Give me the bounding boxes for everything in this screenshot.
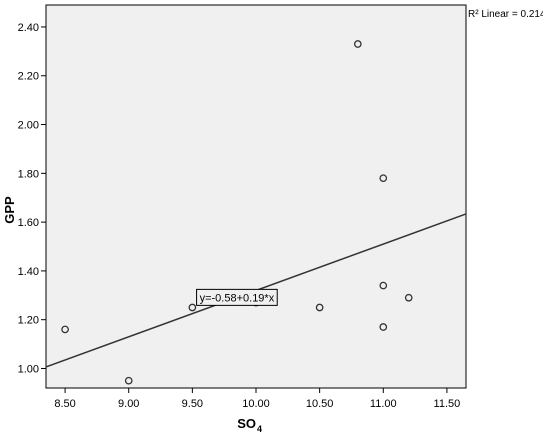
y-tick-label: 1.00: [18, 363, 39, 375]
data-point: [379, 281, 388, 290]
data-point: [315, 303, 324, 312]
y-tick-label: 1.40: [18, 266, 39, 278]
x-tick-label: 10.50: [306, 398, 334, 410]
y-tick-label: 2.00: [18, 120, 39, 132]
x-tick-label: 8.50: [54, 398, 75, 410]
data-point: [124, 376, 133, 385]
r2-label: R² Linear = 0.214: [468, 9, 543, 20]
equation-label: y=-0.58+0.19*x: [200, 292, 275, 304]
y-tick-label: 1.80: [18, 168, 39, 180]
plot-area: [45, 4, 467, 389]
data-point: [379, 174, 388, 183]
data-point: [353, 40, 362, 48]
y-tick-label: 1.60: [18, 217, 39, 229]
y-axis-title: GPP: [2, 196, 17, 224]
y-tick-label: 1.20: [18, 315, 39, 327]
x-axis-title-subscript: 4: [257, 424, 262, 434]
x-tick-label: 9.00: [118, 398, 139, 410]
x-axis-ticks: 8.50 9.00 9.50 10.00 10.50 11.00 11.50: [54, 388, 460, 410]
y-tick-label: 2.40: [18, 22, 39, 34]
x-tick-label: 10.00: [242, 398, 270, 410]
data-point: [188, 303, 197, 312]
y-axis-ticks: 1.00 1.20 1.40 1.60 1.80 2.00 2.20 2.40: [18, 22, 46, 375]
x-axis-title: SO: [237, 416, 256, 431]
x-tick-label: 11.50: [434, 398, 461, 410]
equation-box: [196, 288, 278, 306]
x-tick-label: 9.50: [182, 398, 203, 410]
data-point: [404, 293, 413, 302]
data-point: [61, 325, 69, 334]
x-tick-label: 11.00: [370, 398, 397, 410]
y-tick-label: 2.20: [18, 71, 39, 83]
data-point: [379, 323, 388, 331]
